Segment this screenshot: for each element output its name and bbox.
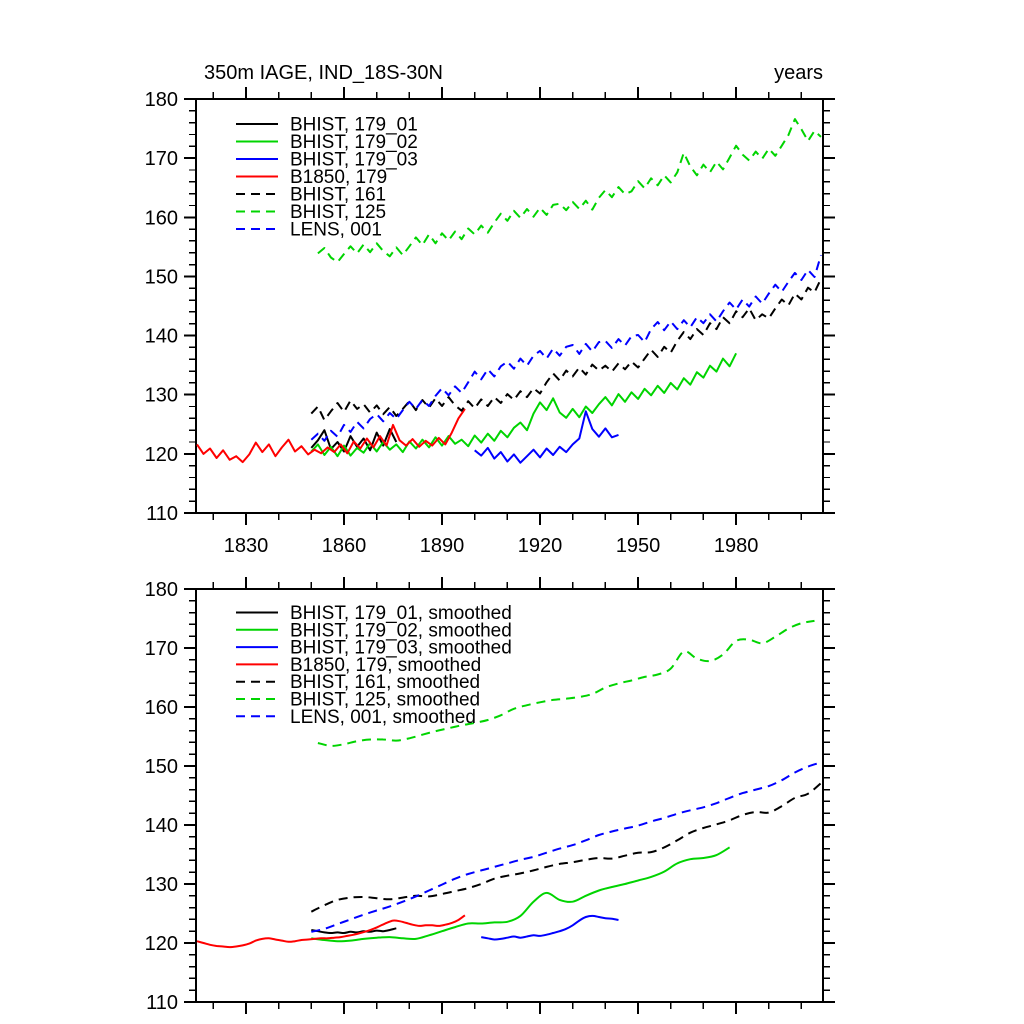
legend-label: BHIST, 125: [290, 202, 386, 223]
x-tick-label: 1860: [322, 535, 367, 557]
y-tick-label: 170: [145, 638, 178, 660]
legend-label: BHIST, 179_02: [290, 132, 418, 153]
legend-label: BHIST, 179_02, smoothed: [290, 620, 512, 641]
legend-label: LENS, 001, smoothed: [290, 707, 476, 728]
plot-frame: [195, 588, 824, 1003]
y-tick-label: 180: [145, 579, 178, 601]
y-tick-label: 150: [145, 756, 178, 778]
series-line: [310, 352, 737, 458]
y-tick-label: 130: [145, 385, 178, 407]
units-label: years: [774, 62, 823, 84]
series-line: [311, 761, 822, 933]
axis-ticks: [184, 577, 835, 1014]
series-line: [196, 408, 466, 464]
series-line: [196, 914, 466, 949]
series-lines: [196, 118, 822, 464]
x-tick-label: 1980: [714, 535, 759, 557]
legend-label: BHIST, 179_03, smoothed: [290, 638, 512, 659]
plot-frame: [195, 98, 824, 514]
series-line: [310, 782, 822, 913]
legend-label: BHIST, 161: [290, 185, 386, 206]
y-tick-label: 140: [145, 815, 178, 837]
series-line: [317, 619, 815, 747]
series-line: [310, 254, 822, 442]
y-tick-label: 110: [146, 992, 178, 1014]
y-tick-label: 120: [145, 444, 178, 466]
y-tick-label: 140: [145, 326, 178, 348]
legend-label: LENS, 001: [290, 220, 382, 241]
y-tick-label: 160: [145, 207, 178, 229]
series-line: [310, 278, 822, 422]
x-tick-label: 1830: [224, 535, 269, 557]
y-tick-label: 150: [145, 266, 178, 288]
legend-label: B1850, 179: [290, 167, 387, 188]
series-lines: [196, 619, 822, 949]
y-axis-labels: 110 120 130 140 150 160 170 180: [145, 579, 178, 1014]
series-line: [317, 118, 822, 264]
legend-label: BHIST, 125, smoothed: [290, 690, 480, 711]
legend-label: BHIST, 179_01, smoothed: [290, 603, 512, 624]
x-tick-label: 1950: [616, 535, 661, 557]
y-tick-label: 120: [145, 933, 178, 955]
y-tick-label: 130: [145, 874, 178, 896]
y-tick-label: 160: [145, 697, 178, 719]
x-tick-label: 1890: [420, 535, 465, 557]
series-line: [481, 914, 619, 941]
series-line: [474, 410, 619, 464]
legend-label: BHIST, 161, smoothed: [290, 672, 480, 693]
y-tick-label: 180: [145, 89, 178, 111]
legend-label: BHIST, 179_01: [290, 115, 418, 136]
chart-title: 350m IAGE, IND_18S-30N: [204, 62, 443, 84]
legend-label: BHIST, 179_03: [290, 150, 418, 171]
series-line: [311, 846, 731, 943]
x-axis-labels: 1830 1860 1890 1920 1950 1980: [224, 535, 759, 557]
y-tick-label: 170: [145, 148, 178, 170]
panel-2: 110 120 130 140 150 160 170 180 BHIST, 179_01, s…: [145, 577, 835, 1014]
panel-1: 110 120 130 140 150 160 170 180 1830 1860 1890 1920…: [145, 87, 835, 557]
legend-label: B1850, 179, smoothed: [290, 655, 481, 676]
y-tick-label: 110: [146, 503, 178, 525]
x-tick-label: 1920: [518, 535, 563, 557]
series-line: [311, 927, 397, 935]
axis-ticks: [184, 87, 835, 525]
y-axis-labels: 110 120 130 140 150 160 170 180: [145, 89, 178, 525]
